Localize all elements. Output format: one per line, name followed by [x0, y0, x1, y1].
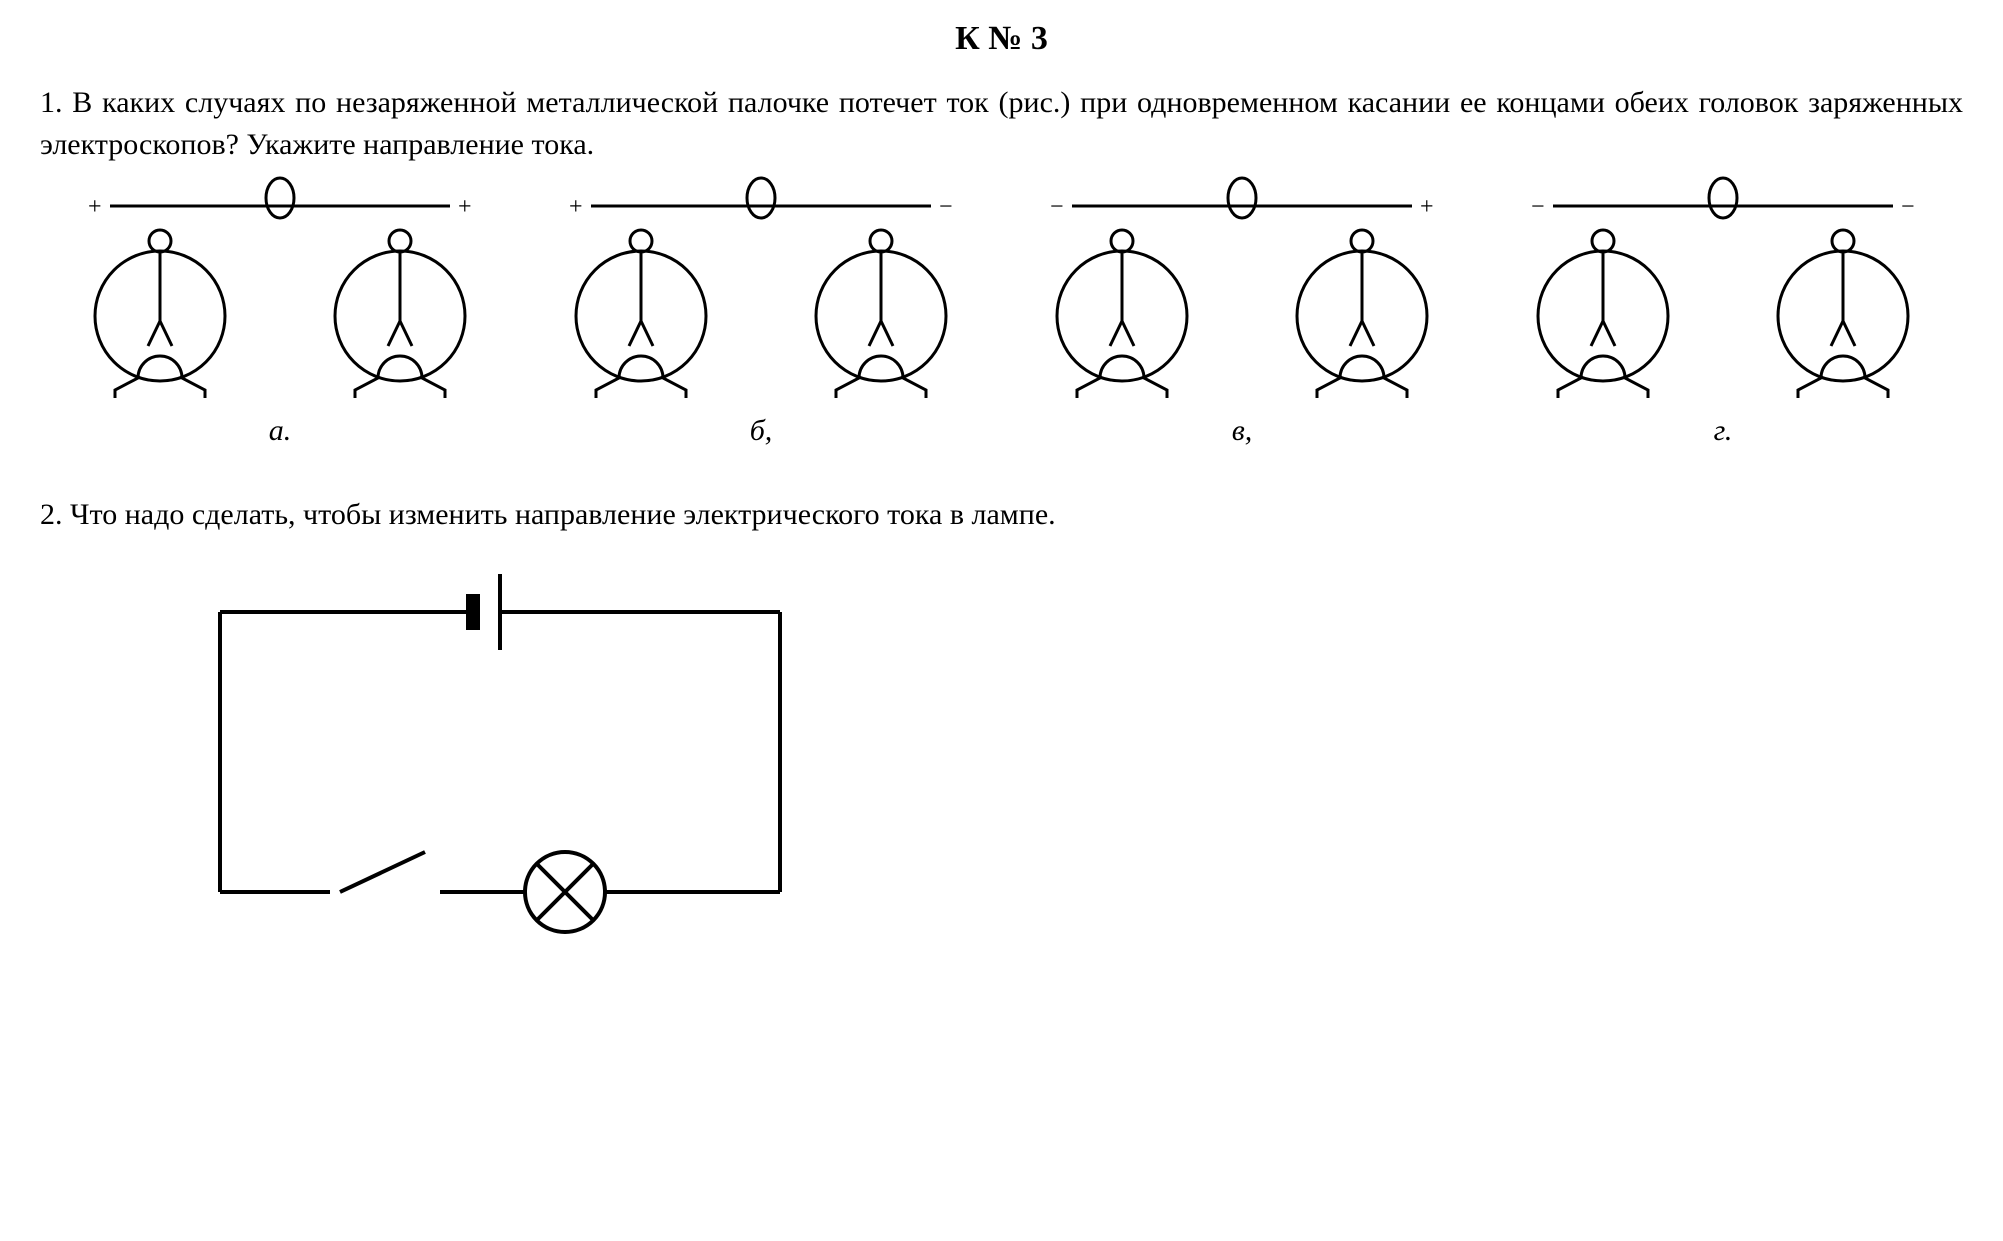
electroscope-pair-1: + − б, — [541, 176, 981, 448]
pair-label: в, — [1232, 414, 1253, 448]
electroscopes-figure: + + а. + − — [40, 176, 1963, 448]
svg-text:−: − — [1050, 194, 1064, 220]
electroscope-pair-svg: + + — [60, 176, 500, 406]
pair-label: г. — [1714, 414, 1733, 448]
electroscope-pair-0: + + а. — [60, 176, 500, 448]
circuit-svg — [160, 552, 840, 972]
svg-text:−: − — [1531, 194, 1545, 220]
question-1: 1. В каких случаях по незаряженной метал… — [40, 82, 1963, 166]
title: К № 3 — [40, 20, 1963, 58]
pair-label: а. — [269, 414, 292, 448]
q2-number: 2. — [40, 498, 63, 531]
electroscope-pair-svg: − + — [1022, 176, 1462, 406]
svg-text:−: − — [1901, 194, 1915, 220]
svg-text:+: + — [88, 194, 102, 220]
circuit-figure — [160, 552, 1963, 977]
electroscope-pair-2: − + в, — [1022, 176, 1462, 448]
svg-text:+: + — [569, 194, 583, 220]
electroscope-pair-3: − − г. — [1503, 176, 1943, 448]
q1-number: 1. — [40, 86, 63, 119]
electroscope-pair-svg: + − — [541, 176, 981, 406]
pair-label: б, — [750, 414, 773, 448]
q2-text: Что надо сделать, чтобы изменить направл… — [70, 498, 1056, 531]
svg-text:−: − — [939, 194, 953, 220]
electroscope-pair-svg: − − — [1503, 176, 1943, 406]
question-2: 2. Что надо сделать, чтобы изменить напр… — [40, 498, 1963, 532]
q1-text: В каких случаях по незаряженной металлич… — [40, 86, 1963, 161]
svg-text:+: + — [1420, 194, 1434, 220]
svg-text:+: + — [458, 194, 472, 220]
